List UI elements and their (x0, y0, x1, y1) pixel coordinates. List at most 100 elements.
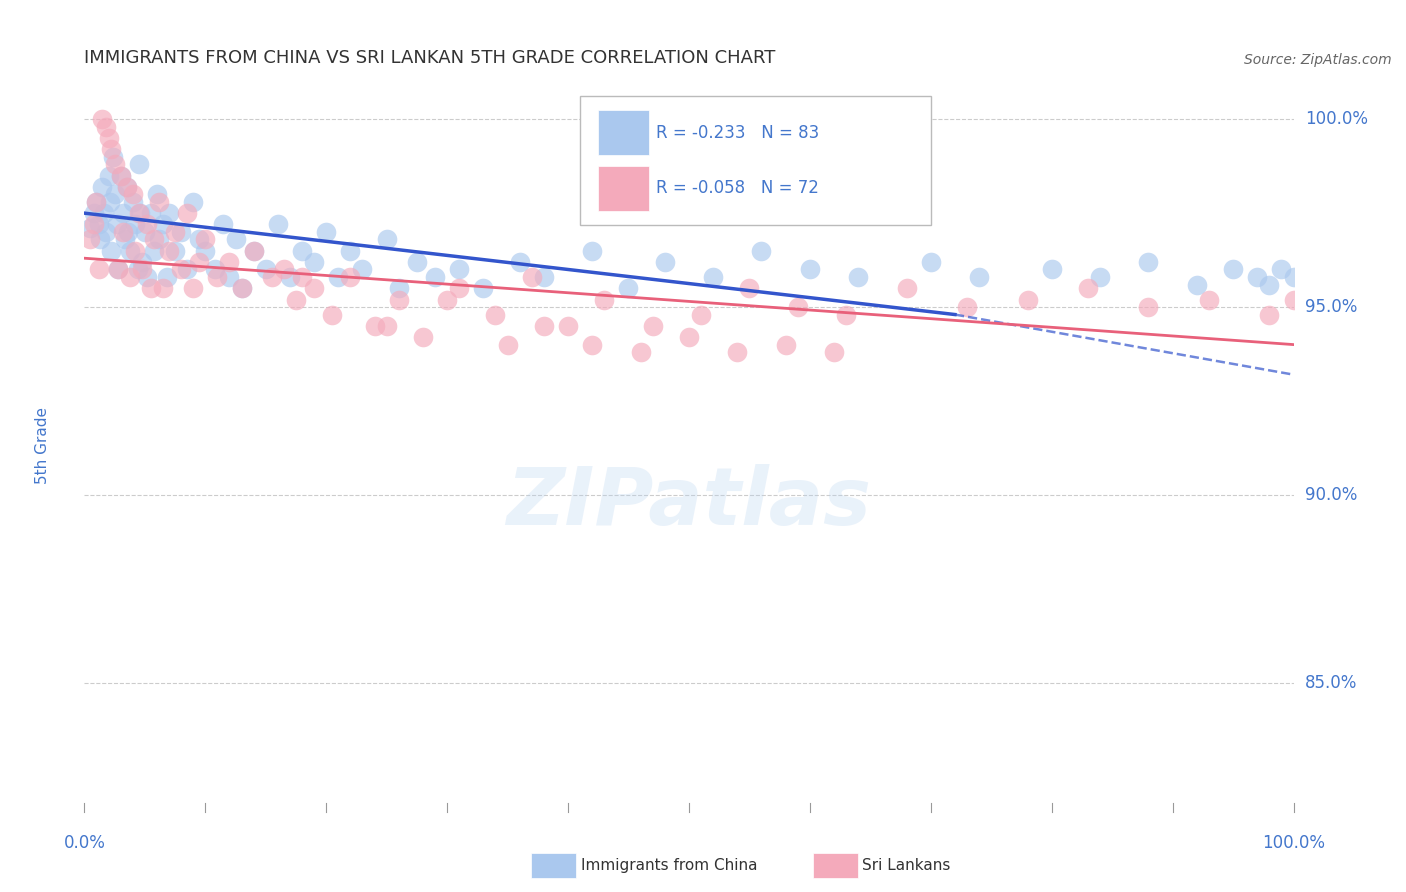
FancyBboxPatch shape (599, 111, 650, 154)
Text: 0.0%: 0.0% (63, 834, 105, 852)
Point (131, 262, 153, 277)
Point (1282, 270, 1305, 285)
Point (388, 281, 411, 295)
Point (103, 150, 125, 164)
Point (1185, 277, 1208, 292)
Point (127, 262, 149, 277)
Point (509, 255, 531, 269)
Point (181, 194, 204, 209)
Text: Source: ZipAtlas.com: Source: ZipAtlas.com (1244, 53, 1392, 67)
Point (581, 337, 603, 351)
Point (1258, 308, 1281, 322)
Point (406, 255, 429, 269)
Point (630, 345, 652, 359)
Point (641, 318, 664, 333)
Point (1246, 270, 1268, 285)
Point (105, 218, 128, 232)
Text: 100.0%: 100.0% (1263, 834, 1324, 852)
Point (100, 244, 122, 258)
Point (97, 131, 120, 145)
Point (87, 218, 110, 232)
Point (1088, 270, 1111, 285)
Text: 95.0%: 95.0% (1305, 298, 1357, 316)
Point (231, 281, 253, 295)
Point (496, 337, 519, 351)
Point (170, 262, 193, 277)
Point (117, 225, 139, 239)
Point (100, 142, 122, 156)
Point (1270, 262, 1292, 277)
Point (267, 218, 290, 232)
Point (89, 232, 111, 246)
Point (1258, 277, 1281, 292)
Point (79, 221, 101, 235)
Point (786, 300, 808, 314)
Point (751, 244, 773, 258)
Point (98, 194, 121, 209)
Point (273, 262, 295, 277)
Point (120, 244, 142, 258)
Point (194, 232, 217, 246)
Point (107, 262, 129, 277)
Point (146, 187, 169, 202)
Point (375, 318, 398, 333)
Point (315, 225, 337, 239)
Point (291, 244, 314, 258)
Point (436, 293, 458, 307)
Point (617, 281, 640, 295)
Point (920, 255, 942, 269)
Point (846, 270, 869, 285)
Point (104, 157, 127, 171)
Point (242, 244, 264, 258)
Point (302, 281, 325, 295)
Text: Sri Lankans: Sri Lankans (862, 858, 950, 872)
Point (472, 281, 495, 295)
Point (956, 300, 979, 314)
Point (148, 194, 170, 209)
Point (157, 206, 180, 220)
Point (204, 262, 226, 277)
Point (225, 232, 247, 246)
Point (124, 244, 146, 258)
Point (593, 293, 616, 307)
Point (136, 218, 159, 232)
Text: R = -0.058   N = 72: R = -0.058 N = 72 (657, 179, 820, 197)
Point (139, 206, 162, 220)
Text: Immigrants from China: Immigrants from China (581, 858, 758, 872)
Point (124, 218, 146, 232)
Point (128, 157, 150, 171)
Point (121, 194, 143, 209)
Point (1222, 262, 1244, 277)
Text: 85.0%: 85.0% (1305, 673, 1357, 691)
Point (449, 262, 471, 277)
Point (176, 206, 198, 220)
Point (738, 281, 761, 295)
Point (520, 270, 543, 285)
Point (134, 225, 156, 239)
Point (93, 206, 115, 220)
Point (97, 169, 120, 183)
Point (143, 244, 166, 258)
Point (678, 330, 700, 344)
Point (291, 270, 314, 285)
Point (1198, 293, 1220, 307)
Point (212, 218, 235, 232)
Point (654, 255, 676, 269)
Point (896, 281, 918, 295)
Point (136, 270, 159, 285)
Point (1282, 293, 1305, 307)
Point (188, 232, 211, 246)
Point (86, 194, 108, 209)
Point (388, 293, 411, 307)
Point (129, 206, 152, 220)
Point (242, 244, 264, 258)
Point (87, 262, 110, 277)
Text: ZIPatlas: ZIPatlas (506, 464, 872, 542)
Point (321, 308, 343, 322)
Point (110, 169, 132, 183)
Point (157, 244, 180, 258)
Point (412, 330, 434, 344)
Point (702, 270, 724, 285)
Point (94, 225, 117, 239)
Point (775, 337, 797, 351)
